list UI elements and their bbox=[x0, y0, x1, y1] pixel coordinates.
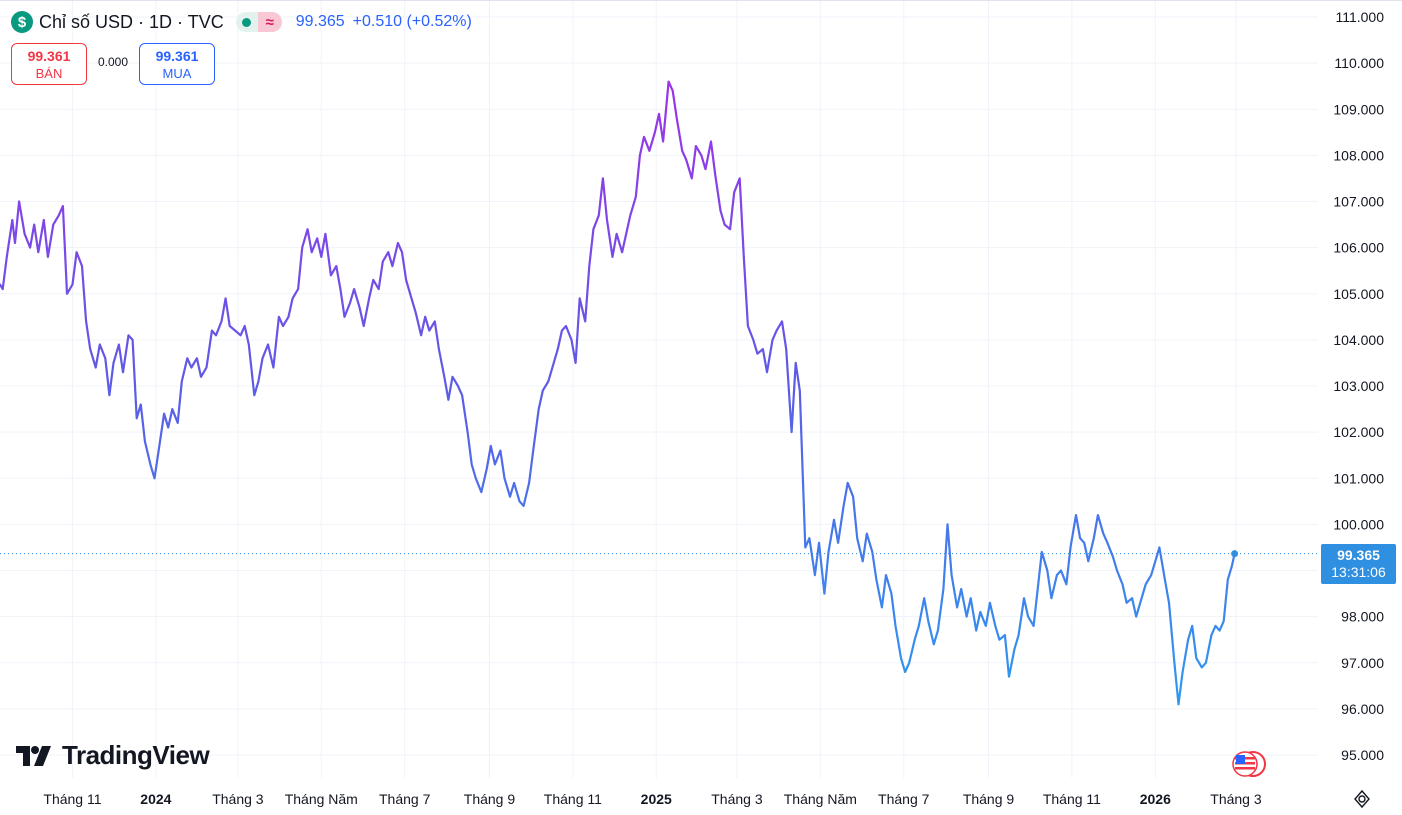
x-tick-label: Tháng 11 bbox=[544, 791, 602, 807]
buy-button[interactable]: 99.361 MUA bbox=[139, 43, 215, 85]
y-tick-label: 106.000 bbox=[1333, 240, 1384, 256]
y-tick-label: 95.000 bbox=[1341, 747, 1384, 763]
us-flag-icon[interactable] bbox=[1232, 751, 1266, 777]
x-tick-label: Tháng 11 bbox=[1043, 791, 1101, 807]
tradingview-logo-text: TradingView bbox=[62, 740, 210, 770]
dollar-icon[interactable]: $ bbox=[11, 11, 33, 33]
x-tick-label: Tháng 7 bbox=[379, 791, 431, 807]
x-tick-label: Tháng 3 bbox=[711, 791, 763, 807]
y-tick-label: 101.000 bbox=[1333, 470, 1384, 486]
legend-price: 99.365 bbox=[295, 13, 345, 30]
delayed-data-icon: ≈ bbox=[257, 12, 282, 32]
y-tick-label: 109.000 bbox=[1333, 101, 1384, 117]
x-tick-label: 2024 bbox=[140, 791, 171, 807]
y-tick-label: 111.000 bbox=[1335, 9, 1384, 25]
y-tick-label: 105.000 bbox=[1333, 286, 1384, 302]
y-tick-label: 107.000 bbox=[1333, 194, 1384, 210]
tradingview-logo[interactable]: TradingView bbox=[14, 740, 210, 771]
y-tick-label: 100.000 bbox=[1333, 516, 1384, 532]
x-tick-label: 2025 bbox=[641, 791, 672, 807]
y-tick-label: 108.000 bbox=[1333, 147, 1384, 163]
x-tick-label: Tháng 11 bbox=[43, 791, 101, 807]
sell-label: BÁN bbox=[35, 66, 63, 81]
x-tick-label: Tháng 7 bbox=[878, 791, 930, 807]
buy-price: 99.361 bbox=[155, 48, 199, 64]
x-tick-label: Tháng Năm bbox=[784, 791, 857, 807]
last-price-badge: 99.365 13:31:06 bbox=[1321, 544, 1396, 584]
y-axis[interactable]: 95.00096.00097.00098.00099.000100.000101… bbox=[1333, 9, 1384, 763]
x-tick-label: Tháng Năm bbox=[285, 791, 358, 807]
market-open-icon bbox=[235, 12, 258, 32]
y-tick-label: 103.000 bbox=[1333, 378, 1384, 394]
y-tick-label: 104.000 bbox=[1333, 332, 1384, 348]
y-tick-label: 96.000 bbox=[1341, 701, 1384, 717]
grid-lines bbox=[0, 0, 1318, 778]
x-tick-label: Tháng 3 bbox=[1210, 791, 1262, 807]
y-tick-label: 98.000 bbox=[1341, 609, 1384, 625]
y-tick-label: 102.000 bbox=[1333, 424, 1384, 440]
x-axis[interactable]: Tháng 11 2024 Tháng 3 Tháng Năm Tháng 7 Tháng… bbox=[43, 791, 1261, 807]
sell-price: 99.361 bbox=[27, 48, 71, 64]
x-tick-label: Tháng 9 bbox=[464, 791, 516, 807]
y-tick-label: 110.000 bbox=[1334, 55, 1384, 71]
x-tick-label: 2026 bbox=[1140, 791, 1171, 807]
market-status[interactable]: ≈ bbox=[235, 12, 282, 32]
x-tick-label: Tháng 9 bbox=[963, 791, 1015, 807]
legend-change: +0.510 (+0.52%) bbox=[352, 13, 472, 30]
y-tick-label: 97.000 bbox=[1341, 655, 1384, 671]
legend-title[interactable]: Chỉ số USD · 1D · TVC bbox=[39, 11, 224, 32]
legend: $ Chỉ số USD · 1D · TVC ≈ 99.365 +0.510 … bbox=[11, 10, 472, 34]
price-line bbox=[0, 80, 1236, 706]
spread-value: 0.000 bbox=[98, 55, 129, 69]
x-tick-label: Tháng 3 bbox=[212, 791, 264, 807]
buy-label: MUA bbox=[162, 66, 192, 81]
sell-button[interactable]: 99.361 BÁN bbox=[11, 43, 87, 85]
last-price-point bbox=[1231, 550, 1239, 558]
bar-countdown: 13:31:06 bbox=[1331, 564, 1386, 580]
last-price-value: 99.365 bbox=[1337, 547, 1380, 563]
auto-scale-settings-icon[interactable] bbox=[1352, 789, 1372, 809]
tradingview-logo-icon bbox=[16, 745, 51, 766]
